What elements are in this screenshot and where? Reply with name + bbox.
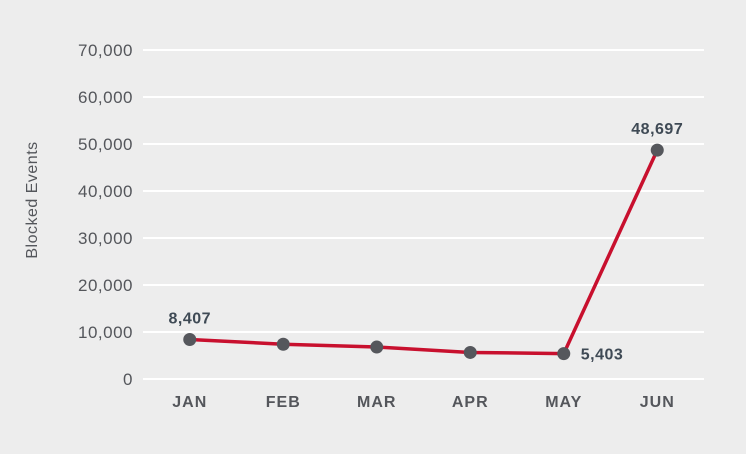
x-axis-tick-label: MAY bbox=[545, 394, 582, 411]
y-axis-tick-label: 0 bbox=[123, 370, 133, 389]
y-axis-tick-label: 10,000 bbox=[78, 323, 133, 342]
data-point-label: 5,403 bbox=[581, 347, 624, 364]
y-axis-tick-label: 60,000 bbox=[78, 88, 133, 107]
x-axis-tick-label: JUN bbox=[640, 394, 675, 411]
x-axis-tick-label: APR bbox=[452, 394, 489, 411]
y-axis-title: Blocked Events bbox=[24, 141, 41, 258]
series-line bbox=[188, 148, 659, 356]
y-axis-tick-label: 70,000 bbox=[78, 41, 133, 60]
x-axis-tick-label: JAN bbox=[172, 394, 207, 411]
y-axis-tick-label: 50,000 bbox=[78, 135, 133, 154]
data-point-marker bbox=[183, 332, 197, 346]
data-point-label: 8,407 bbox=[168, 310, 211, 327]
data-point-marker bbox=[650, 143, 664, 157]
x-axis-tick-label: MAR bbox=[357, 394, 396, 411]
data-point-marker bbox=[370, 340, 384, 354]
y-axis-tick-label: 30,000 bbox=[78, 229, 133, 248]
y-axis-tick-label: 40,000 bbox=[78, 182, 133, 201]
data-point-marker bbox=[463, 345, 477, 359]
data-point-label: 48,697 bbox=[631, 121, 683, 138]
data-point-marker bbox=[276, 337, 290, 351]
x-axis-tick-label: FEB bbox=[266, 394, 301, 411]
y-axis-tick-label: 20,000 bbox=[78, 276, 133, 295]
data-point-marker bbox=[557, 347, 571, 361]
